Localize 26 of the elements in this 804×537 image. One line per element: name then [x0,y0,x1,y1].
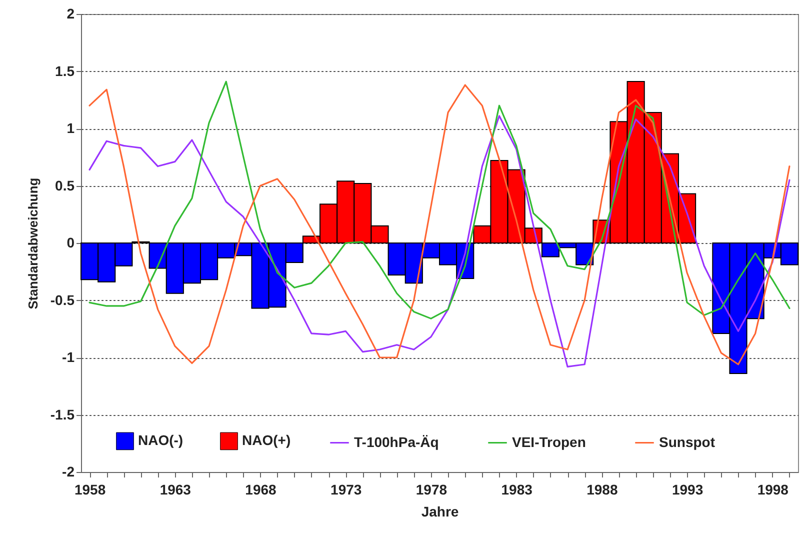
y-tick-label: 1 [66,120,75,136]
legend-label: VEI-Tropen [512,434,586,450]
y-tick-label: -2 [62,464,75,480]
x-tick-label: 1993 [672,482,704,498]
y-axis-title: Standardabweichung [25,178,40,310]
y-tick-label: -1 [62,349,75,365]
legend-label: T-100hPa-Äq [354,434,439,450]
y-tick-label: -0.5 [50,292,75,308]
legend-label: NAO(-) [138,432,184,448]
x-tick-label: 1968 [245,482,277,498]
y-tick-label: 2 [66,6,75,22]
y-tick-label: 0.5 [55,177,75,194]
line-series [88,80,790,320]
x-tick-label: 1988 [586,482,618,498]
x-tick-label: 1978 [416,482,448,498]
y-tick-label: -1.5 [50,406,75,422]
x-tick-label: 1983 [501,482,533,498]
y-tick-label: 1.5 [55,62,75,79]
x-tick-label: 1963 [160,482,192,498]
y-tick-label: 0 [66,234,75,250]
x-tick-label: 1973 [330,482,362,498]
legend-label: NAO(+) [242,432,291,448]
x-axis-title: Jahre [421,504,459,520]
x-tick-label: 1998 [757,482,789,498]
legend-label: Sunspot [659,434,716,450]
x-tick-label: 1958 [74,482,106,498]
